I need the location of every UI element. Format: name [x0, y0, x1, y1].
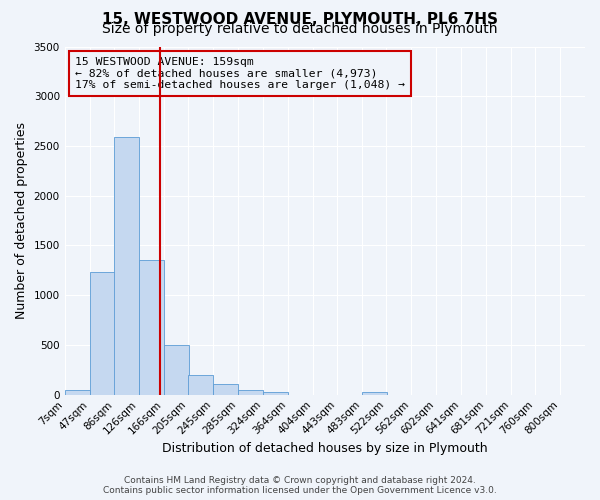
- Bar: [114, 137, 139, 394]
- Bar: [89, 272, 115, 394]
- Y-axis label: Number of detached properties: Number of detached properties: [15, 122, 28, 319]
- Bar: [263, 392, 287, 394]
- Bar: [164, 345, 189, 395]
- Text: 15, WESTWOOD AVENUE, PLYMOUTH, PL6 7HS: 15, WESTWOOD AVENUE, PLYMOUTH, PL6 7HS: [102, 12, 498, 28]
- Text: Size of property relative to detached houses in Plymouth: Size of property relative to detached ho…: [102, 22, 498, 36]
- Bar: [139, 260, 164, 394]
- Bar: [188, 375, 214, 394]
- Bar: [362, 392, 387, 394]
- Bar: [65, 390, 89, 394]
- Bar: [238, 390, 263, 394]
- X-axis label: Distribution of detached houses by size in Plymouth: Distribution of detached houses by size …: [162, 442, 488, 455]
- Bar: [214, 384, 238, 394]
- Text: 15 WESTWOOD AVENUE: 159sqm
← 82% of detached houses are smaller (4,973)
17% of s: 15 WESTWOOD AVENUE: 159sqm ← 82% of deta…: [75, 57, 405, 90]
- Text: Contains HM Land Registry data © Crown copyright and database right 2024.
Contai: Contains HM Land Registry data © Crown c…: [103, 476, 497, 495]
